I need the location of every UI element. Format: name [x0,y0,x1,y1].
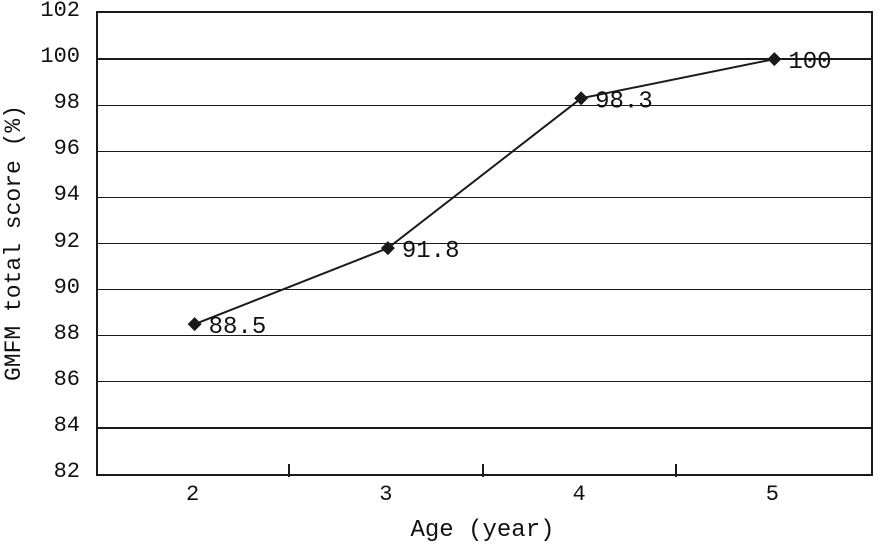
x-tick-mark [674,464,677,477]
data-point-marker [187,317,202,332]
y-tick-label: 94 [53,182,80,208]
line-series-layer: 88.5 91.8 98.3 100 [187,49,832,341]
gridline [98,150,871,152]
gridline [98,427,871,429]
x-tick-label: 3 [379,482,393,507]
series-line [194,58,775,326]
gridline [98,381,871,383]
gridline [98,196,871,199]
y-tick-label: 96 [53,136,80,162]
y-tick-label: 92 [53,228,80,254]
x-tick-label: 5 [765,482,779,507]
data-point-marker [380,241,395,256]
gridline [98,58,871,60]
gridline [98,242,871,245]
y-tick-label: 102 [40,0,80,23]
data-point-label: 100 [788,49,831,76]
gridline [98,104,871,106]
data-point-label: 91.8 [402,238,460,265]
x-axis-title: Age (year) [410,517,555,544]
y-tick-label: 86 [53,366,80,392]
data-point-marker [767,52,782,67]
y-tick-label: 90 [53,274,80,300]
data-point-label: 88.5 [209,314,267,341]
plot-area: 88.5 91.8 98.3 100 [96,11,873,476]
data-point-label: 98.3 [595,88,653,115]
data-point-marker [574,91,589,106]
y-tick-label: 98 [53,90,80,116]
y-tick-label: 84 [53,412,80,438]
gridline [98,335,871,337]
x-tick-mark [288,464,291,477]
y-tick-label: 88 [53,320,80,346]
x-tick-label: 2 [186,482,200,507]
y-tick-label: 100 [40,44,80,70]
x-tick-label: 4 [572,482,586,507]
gridline [98,288,871,291]
y-tick-label: 82 [53,459,80,484]
x-tick-mark [481,464,484,477]
